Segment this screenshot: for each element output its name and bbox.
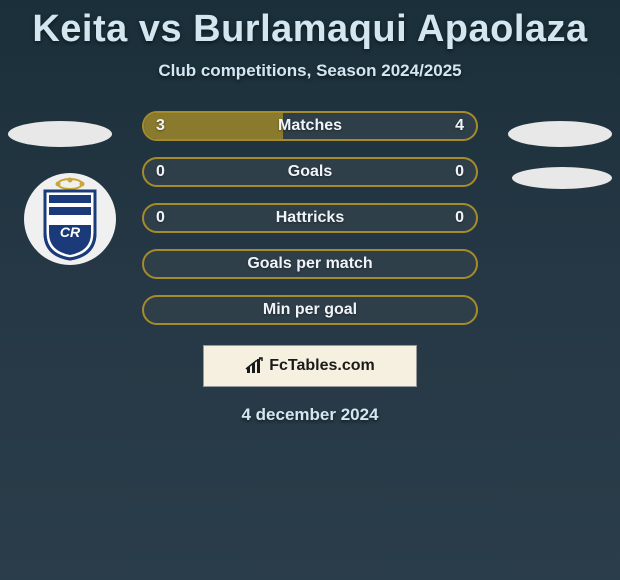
stat-bars: 3 4 Matches 0 0 Goals 0 0 Hattricks Goals per mat… [142,111,478,325]
stat-bar: 0 0 Hattricks [142,203,478,233]
brand-box[interactable]: FcTables.com [203,345,417,387]
stat-left-value: 0 [156,163,165,181]
brand-text: FcTables.com [269,357,375,375]
club-crest-icon: CR [35,177,105,261]
stat-left-value: 0 [156,209,165,227]
stat-label: Goals [288,163,332,181]
stat-left-value: 3 [156,117,165,135]
stat-right-value: 0 [455,209,464,227]
stat-label: Hattricks [276,209,344,227]
chart-icon [245,357,265,375]
date-label: 4 december 2024 [0,405,620,425]
player-left-placeholder [8,121,112,147]
stat-right-value: 0 [455,163,464,181]
stat-label: Goals per match [247,255,372,273]
stat-bar: Goals per match [142,249,478,279]
stat-bar: Min per goal [142,295,478,325]
comparison-content: CR 3 4 Matches 0 0 Goals 0 0 Hattricks Goals per … [0,111,620,425]
stat-right-value: 4 [455,117,464,135]
page-title: Keita vs Burlamaqui Apaolaza [0,0,620,51]
club-right-placeholder [512,167,612,189]
stat-label: Min per goal [263,301,357,319]
stat-label: Matches [278,117,342,135]
stat-bar: 3 4 Matches [142,111,478,141]
svg-text:CR: CR [60,224,81,240]
club-left-badge: CR [24,173,116,265]
stat-bar: 0 0 Goals [142,157,478,187]
player-right-placeholder [508,121,612,147]
page-subtitle: Club competitions, Season 2024/2025 [0,61,620,81]
